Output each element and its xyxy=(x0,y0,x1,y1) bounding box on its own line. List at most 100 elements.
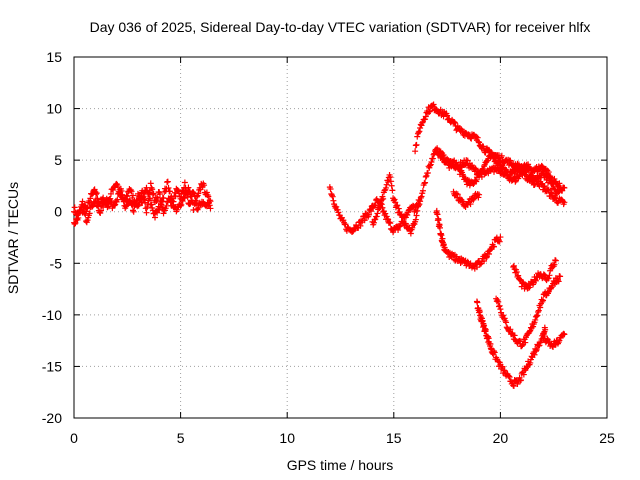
data-point xyxy=(114,196,121,203)
data-point xyxy=(165,184,172,191)
data-point xyxy=(329,193,336,200)
data-point xyxy=(430,101,437,108)
data-point xyxy=(422,179,429,186)
data-point xyxy=(120,195,127,202)
data-point xyxy=(330,197,337,204)
data-point xyxy=(535,307,542,314)
data-point xyxy=(133,201,140,208)
data-point xyxy=(556,180,563,187)
data-point xyxy=(415,129,422,136)
data-point xyxy=(380,195,387,202)
data-point xyxy=(195,204,202,211)
data-point xyxy=(533,313,540,320)
data-point xyxy=(93,190,100,197)
data-point xyxy=(82,211,89,218)
y-tick-label: -20 xyxy=(42,410,62,426)
y-axis-label: SDTVAR / TECUs xyxy=(5,182,21,294)
data-point xyxy=(382,184,389,191)
data-point xyxy=(190,207,197,214)
data-point xyxy=(71,204,78,211)
data-point xyxy=(169,198,176,205)
data-point xyxy=(149,186,156,193)
series-7 xyxy=(433,207,504,272)
data-point xyxy=(481,322,488,329)
data-point xyxy=(412,207,419,214)
data-point xyxy=(507,157,514,164)
data-point xyxy=(480,143,487,150)
data-point xyxy=(497,234,504,241)
data-point xyxy=(193,198,200,205)
data-point xyxy=(537,304,544,311)
y-tick-label: -10 xyxy=(42,307,62,323)
data-point xyxy=(507,326,514,333)
data-point xyxy=(387,178,394,185)
x-tick-label: 0 xyxy=(70,430,78,446)
data-point xyxy=(159,198,166,205)
data-point xyxy=(192,197,199,204)
data-point xyxy=(205,193,212,200)
data-point xyxy=(373,213,380,220)
data-point xyxy=(505,373,512,380)
data-point xyxy=(394,202,401,209)
data-point xyxy=(178,201,185,208)
data-point xyxy=(357,222,364,229)
data-point xyxy=(479,317,486,324)
data-point xyxy=(544,335,551,342)
axes xyxy=(73,56,608,419)
data-point xyxy=(540,297,547,304)
data-point xyxy=(169,197,176,204)
data-point xyxy=(464,157,471,164)
data-point xyxy=(532,277,539,284)
x-axis-label: GPS time / hours xyxy=(287,457,394,473)
data-point xyxy=(145,190,152,197)
data-point xyxy=(166,188,173,195)
data-point xyxy=(177,202,184,209)
data-point xyxy=(429,155,436,162)
data-point xyxy=(87,195,94,202)
data-point xyxy=(513,268,520,275)
data-point xyxy=(387,174,394,181)
data-point xyxy=(186,188,193,195)
data-point xyxy=(93,191,100,198)
data-point xyxy=(503,319,510,326)
data-point xyxy=(459,198,466,205)
data-point xyxy=(561,331,568,338)
data-point xyxy=(475,138,482,145)
data-point xyxy=(134,196,141,203)
data-point xyxy=(451,119,458,126)
data-point xyxy=(412,216,419,223)
data-point xyxy=(143,184,150,191)
data-point xyxy=(193,193,200,200)
data-point xyxy=(534,312,541,319)
data-point xyxy=(147,180,154,187)
data-point xyxy=(426,108,433,115)
y-tick-label: 5 xyxy=(54,152,62,168)
data-point xyxy=(140,196,147,203)
data-point xyxy=(160,210,167,217)
data-point xyxy=(551,261,558,268)
data-point xyxy=(491,348,498,355)
data-point xyxy=(435,217,442,224)
data-point xyxy=(156,206,163,213)
data-point xyxy=(181,193,188,200)
series-5 xyxy=(433,149,564,191)
data-point xyxy=(374,210,381,217)
data-point xyxy=(540,183,547,190)
data-point xyxy=(186,187,193,194)
data-point xyxy=(100,194,107,201)
data-point xyxy=(500,312,507,319)
data-point xyxy=(498,152,505,159)
data-point xyxy=(201,182,208,189)
data-point xyxy=(387,220,394,227)
series-11 xyxy=(540,330,568,350)
data-point xyxy=(451,119,458,126)
data-point xyxy=(86,210,93,217)
chart-title: Day 036 of 2025, Sidereal Day-to-day VTE… xyxy=(90,19,591,35)
data-point xyxy=(111,202,118,209)
data-point xyxy=(499,363,506,370)
plot-frame xyxy=(73,56,608,419)
data-point xyxy=(72,219,79,226)
data-point xyxy=(386,219,393,226)
data-point xyxy=(557,184,564,191)
data-point xyxy=(495,298,502,305)
